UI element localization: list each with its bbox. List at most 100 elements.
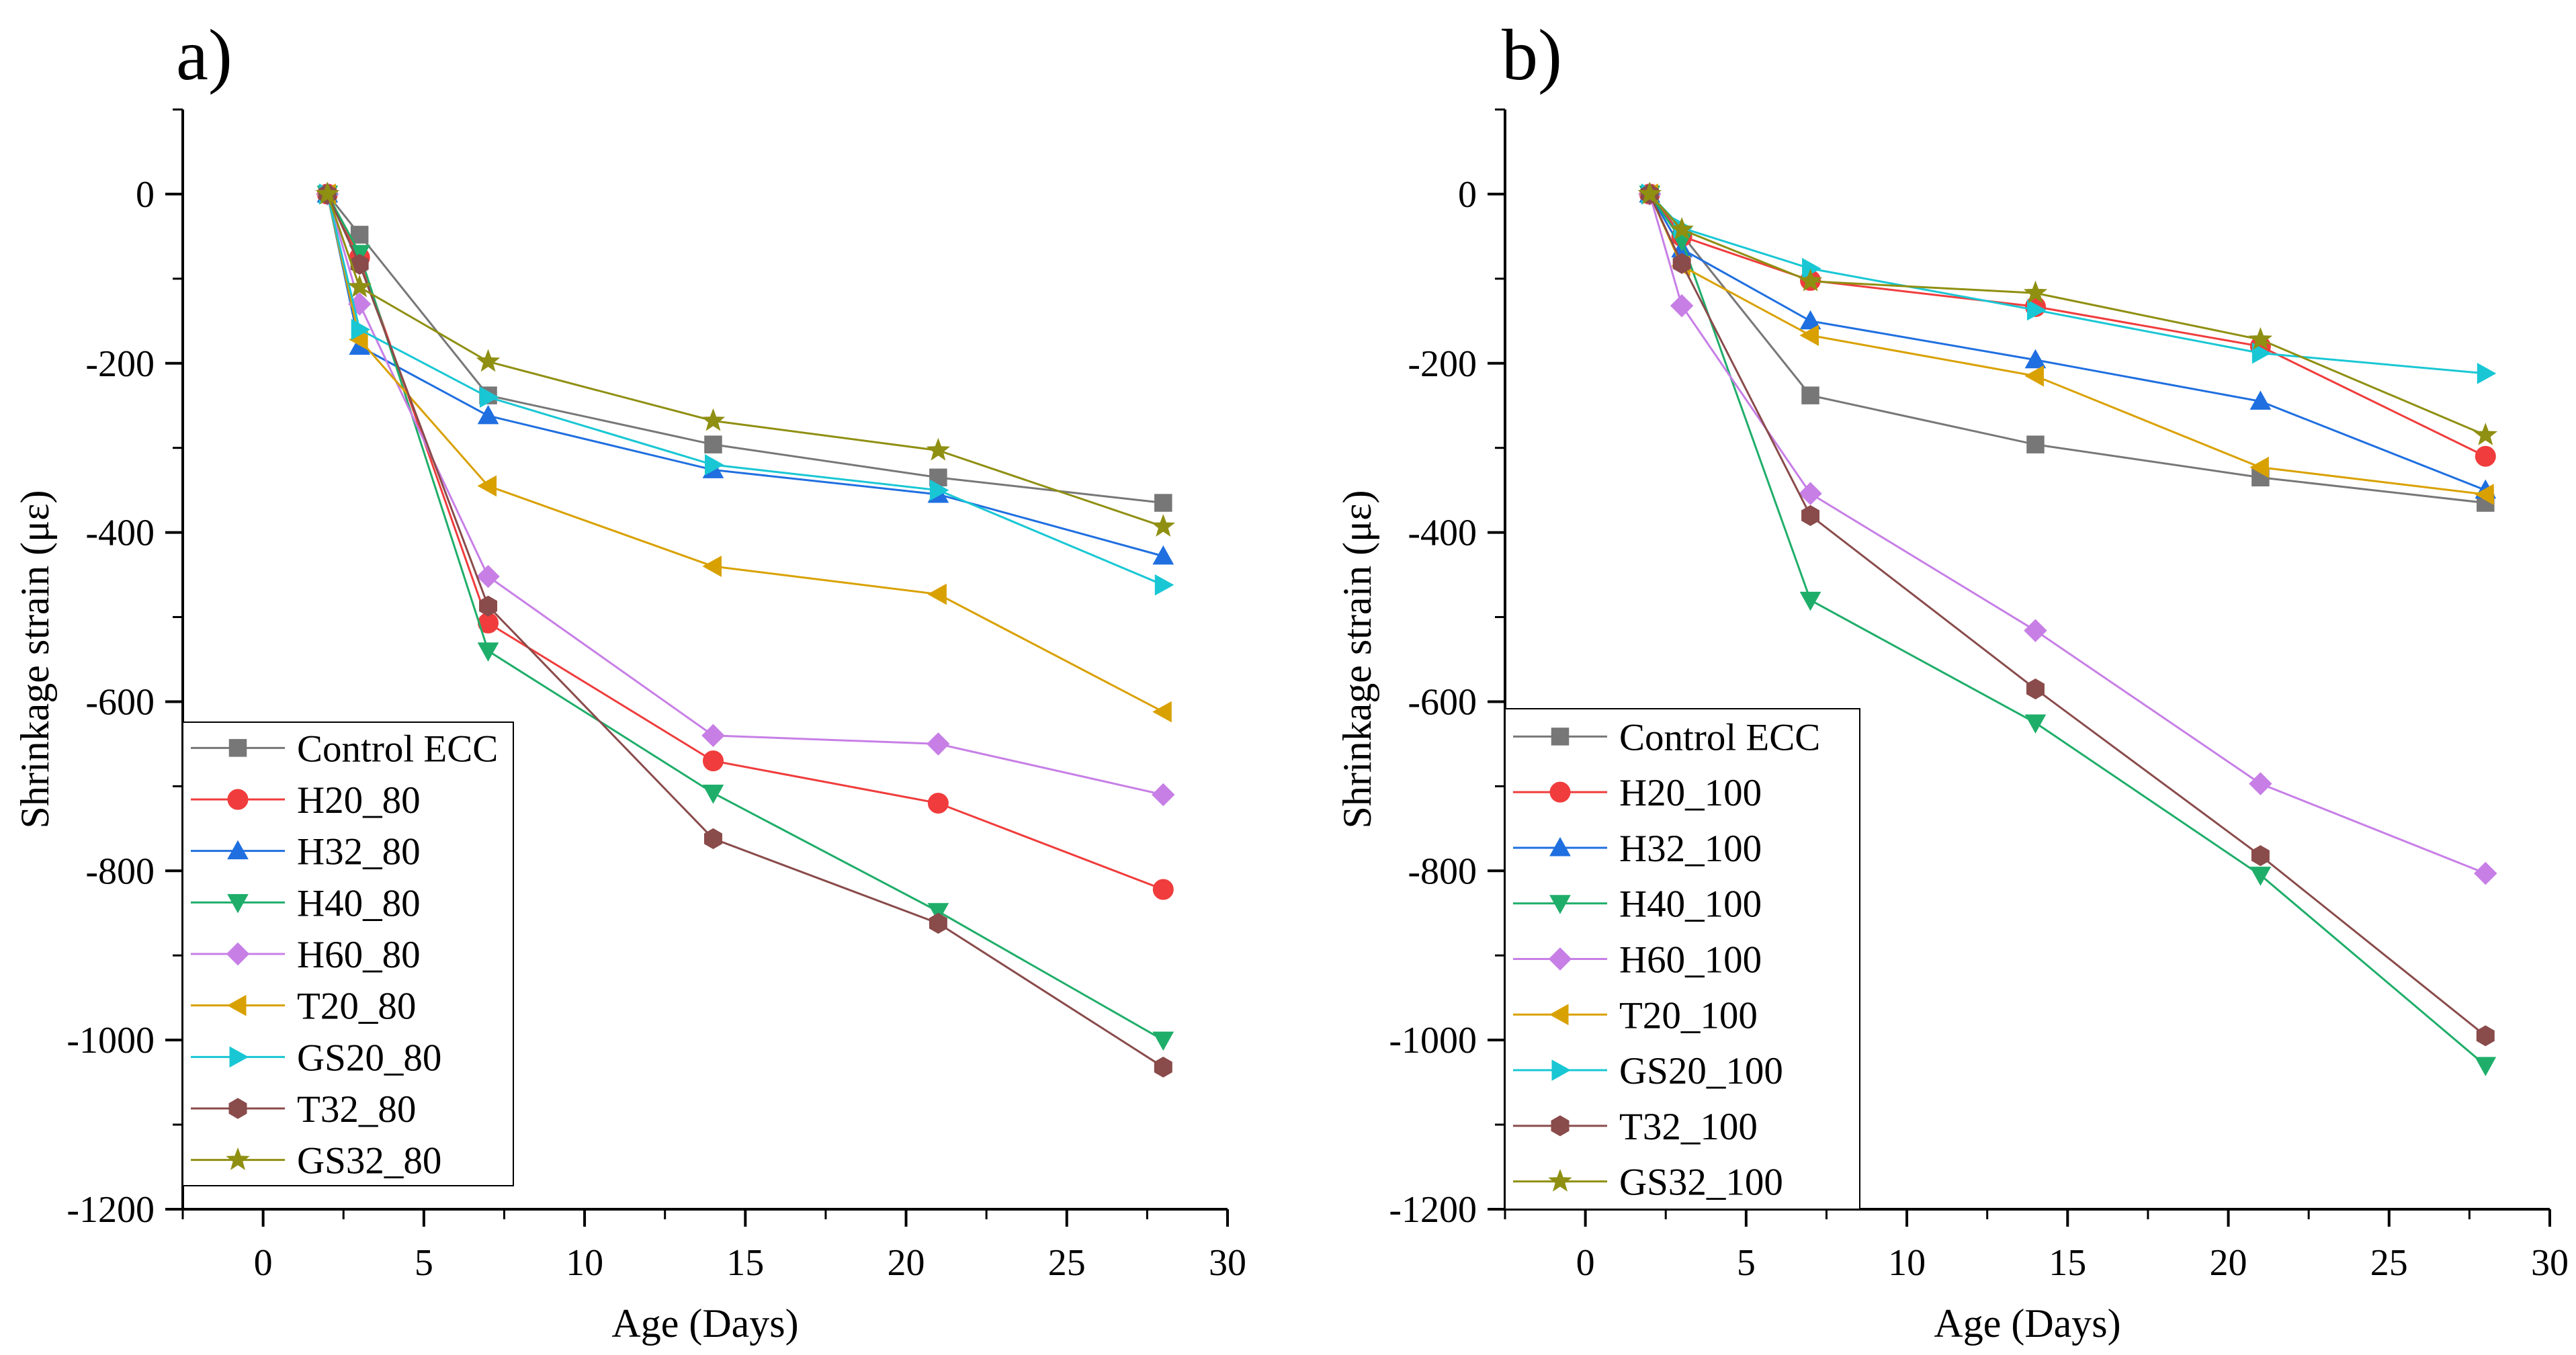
data-point (351, 318, 371, 341)
data-point (1152, 545, 1174, 565)
series-line (1648, 193, 2487, 1037)
legend-item: T20_80 (191, 986, 416, 1028)
y-tick-label: -400 (85, 513, 155, 554)
data-point (2026, 435, 2045, 453)
legend-marker (1548, 947, 1572, 971)
legend-label: T20_80 (297, 986, 416, 1028)
data-point (477, 475, 497, 497)
legend-marker (1549, 895, 1571, 914)
data-point (1670, 294, 1694, 318)
series-gs32-80 (315, 181, 1176, 537)
data-point (1152, 1031, 1174, 1051)
legend-label: H40_100 (1619, 883, 1762, 926)
y-tick-label: -600 (1408, 681, 1477, 723)
x-tick-label: 30 (1209, 1242, 1246, 1284)
y-tick-label: 0 (1458, 174, 1477, 216)
x-tick-label: 15 (726, 1242, 764, 1284)
data-point (927, 903, 949, 922)
y-tick-label: -200 (85, 343, 155, 385)
data-point (2026, 678, 2045, 700)
y-tick-label: -400 (1408, 513, 1477, 554)
x-tick-label: 10 (566, 1242, 603, 1284)
legend-label: H20_80 (297, 779, 421, 822)
legend-label: H60_80 (297, 934, 421, 976)
x-axis-title: Age (Days) (611, 1301, 798, 1346)
data-point (2249, 867, 2272, 886)
legend-marker (227, 789, 249, 810)
data-point (2248, 326, 2273, 350)
data-point (701, 724, 725, 748)
y-tick-label: -800 (85, 850, 155, 892)
data-point (2249, 456, 2269, 478)
series-line (326, 193, 1164, 1068)
legend-label: H20_100 (1619, 772, 1762, 814)
legend-item: H40_80 (191, 882, 421, 924)
data-point (1799, 482, 1822, 505)
data-point (2251, 342, 2272, 364)
series-line (326, 193, 1164, 713)
legend-marker (227, 840, 249, 860)
x-tick-label: 25 (2370, 1242, 2408, 1284)
legend-label: T32_100 (1619, 1106, 1758, 1148)
data-point (1801, 386, 1819, 404)
y-tick-label: -1000 (67, 1020, 155, 1061)
data-point (2251, 845, 2270, 867)
data-point (1798, 268, 1823, 292)
data-point (927, 793, 949, 814)
legend-marker (1551, 1115, 1570, 1137)
data-point (476, 349, 501, 372)
legend-label: H32_100 (1619, 828, 1762, 870)
data-point (702, 750, 724, 772)
legend-label: Control ECC (1619, 716, 1820, 758)
x-tick-label: 5 (415, 1242, 433, 1284)
legend-marker (229, 1046, 249, 1068)
axis-ticks: 0 5 10 15 20 25 30 0 -200 -400 -600 -800 -1000 -1200 (67, 108, 1246, 1284)
y-axis-title: Shrinkage strain (με) (1335, 490, 1379, 829)
data-point (315, 181, 340, 205)
legend-item: GS32_80 (191, 1140, 441, 1182)
x-tick-label: 20 (2210, 1242, 2247, 1284)
data-point (2475, 445, 2496, 467)
series-line (1648, 193, 2486, 875)
data-point (2023, 280, 2048, 304)
data-point (1152, 783, 1175, 807)
legend-item: H60_80 (191, 934, 421, 976)
y-tick-label: -800 (1408, 850, 1477, 892)
x-tick-label: 0 (254, 1242, 273, 1284)
data-point (2249, 772, 2272, 795)
series-gs32-100 (1637, 181, 2498, 445)
legend-item: H60_100 (1513, 939, 1762, 981)
data-point (1152, 701, 1172, 723)
data-point (1672, 253, 1691, 274)
data-point (2474, 861, 2497, 885)
legend-item: GS20_80 (191, 1037, 441, 1079)
legend-item: H20_80 (191, 779, 421, 822)
data-point (350, 226, 369, 244)
data-point (2476, 1025, 2495, 1047)
legend-item: H32_80 (191, 831, 421, 873)
legend-item: H32_100 (1513, 828, 1762, 870)
data-point (2473, 423, 2498, 445)
data-point (929, 479, 949, 501)
legend-marker (1551, 728, 1570, 746)
data-point (2249, 390, 2272, 410)
y-tick-label: -600 (85, 681, 155, 723)
panel-label: b) (1502, 15, 1562, 95)
data-point (347, 274, 372, 298)
legend-label: T20_100 (1619, 994, 1758, 1037)
legend-label: H40_80 (297, 882, 421, 924)
chart-panel-a: a) 0 5 10 15 20 25 30 0 -200 -400 -600 -800 -1000 -12… (13, 15, 1246, 1346)
legend-item: H40_100 (1513, 883, 1762, 926)
x-tick-label: 0 (1576, 1242, 1595, 1284)
data-point (1152, 879, 1174, 900)
data-point (929, 912, 947, 934)
y-tick-label: 0 (136, 174, 155, 216)
legend-marker (1549, 1004, 1569, 1026)
legend-item: T20_100 (1513, 994, 1758, 1037)
legend-marker (1549, 836, 1571, 857)
data-point (1151, 514, 1176, 537)
x-tick-label: 10 (1888, 1242, 1926, 1284)
data-point (1154, 1056, 1172, 1078)
legend-label: Control ECC (297, 728, 498, 770)
